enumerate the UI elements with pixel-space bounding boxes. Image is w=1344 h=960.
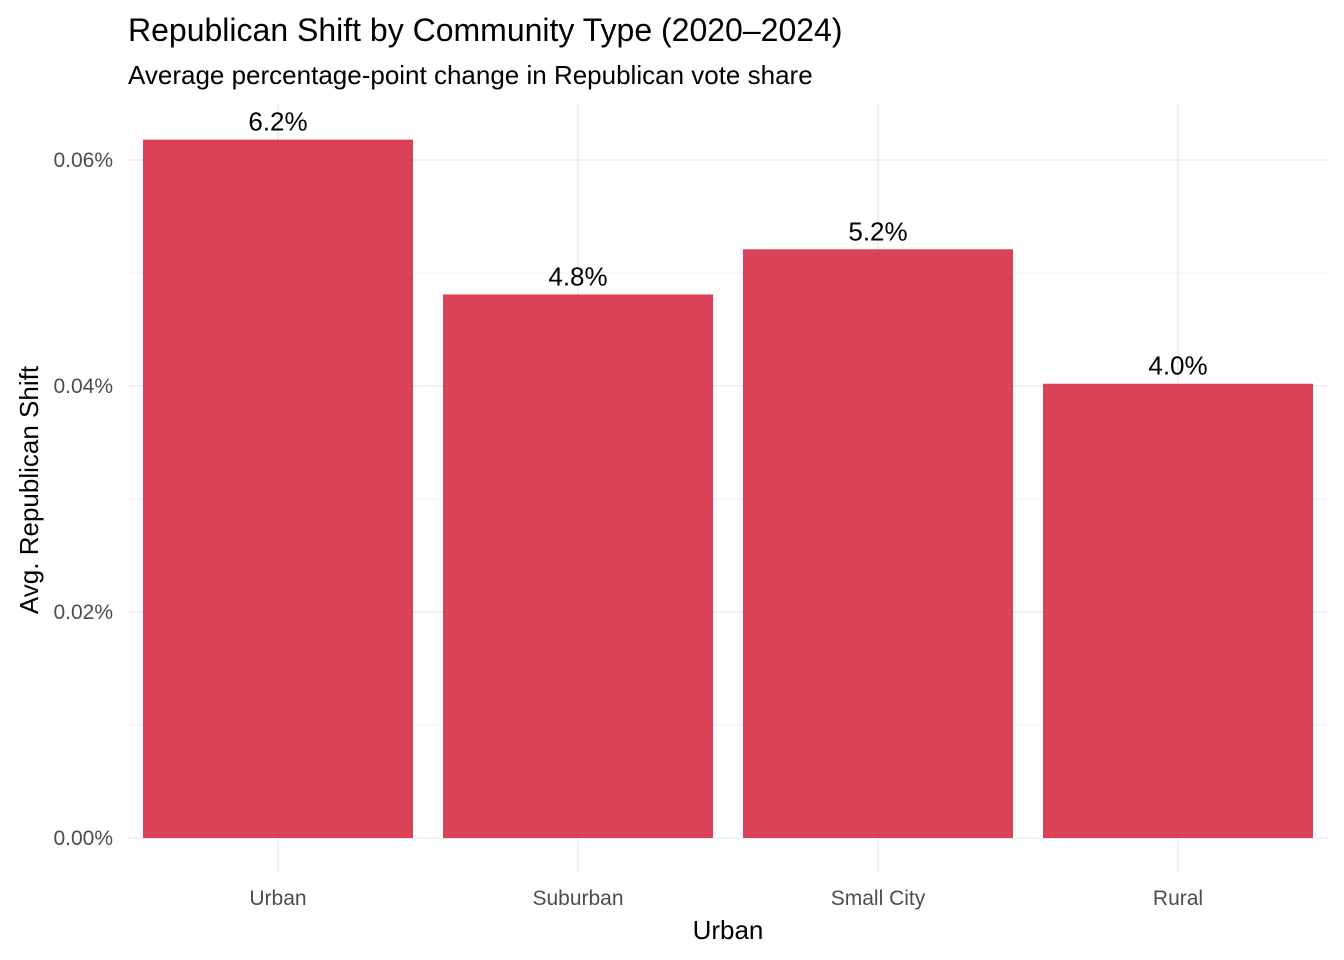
data-label: 4.8% xyxy=(548,261,607,291)
bar-urban xyxy=(143,139,413,838)
y-tick-label: 0.00% xyxy=(53,827,113,850)
y-tick-label: 0.06% xyxy=(53,149,113,172)
bar-small-city xyxy=(743,249,1013,838)
x-tick-label: Suburban xyxy=(532,887,623,910)
data-label: 5.2% xyxy=(848,216,907,246)
x-tick-label: Rural xyxy=(1153,887,1203,910)
y-axis-title: Avg. Republican Shift xyxy=(14,365,44,614)
data-label: 6.2% xyxy=(248,107,307,137)
y-tick-label: 0.04% xyxy=(53,375,113,398)
data-labels: 6.2% 4.8% 5.2% 4.0% xyxy=(248,107,1207,381)
y-tick-label: 0.02% xyxy=(53,601,113,624)
chart-title: Republican Shift by Community Type (2020… xyxy=(128,12,842,48)
bars xyxy=(143,139,1313,839)
x-tick-label: Urban xyxy=(249,887,306,910)
y-axis-ticks: 0.00% 0.02% 0.04% 0.06% xyxy=(53,149,113,850)
bar-rural xyxy=(1043,383,1313,838)
bar-suburban xyxy=(443,294,713,839)
data-label: 4.0% xyxy=(1148,351,1207,381)
x-axis-ticks: Urban Suburban Small City Rural xyxy=(249,887,1203,910)
x-axis-title: Urban xyxy=(693,915,764,945)
chart-subtitle: Average percentage-point change in Repub… xyxy=(128,60,813,90)
x-tick-label: Small City xyxy=(831,887,926,910)
